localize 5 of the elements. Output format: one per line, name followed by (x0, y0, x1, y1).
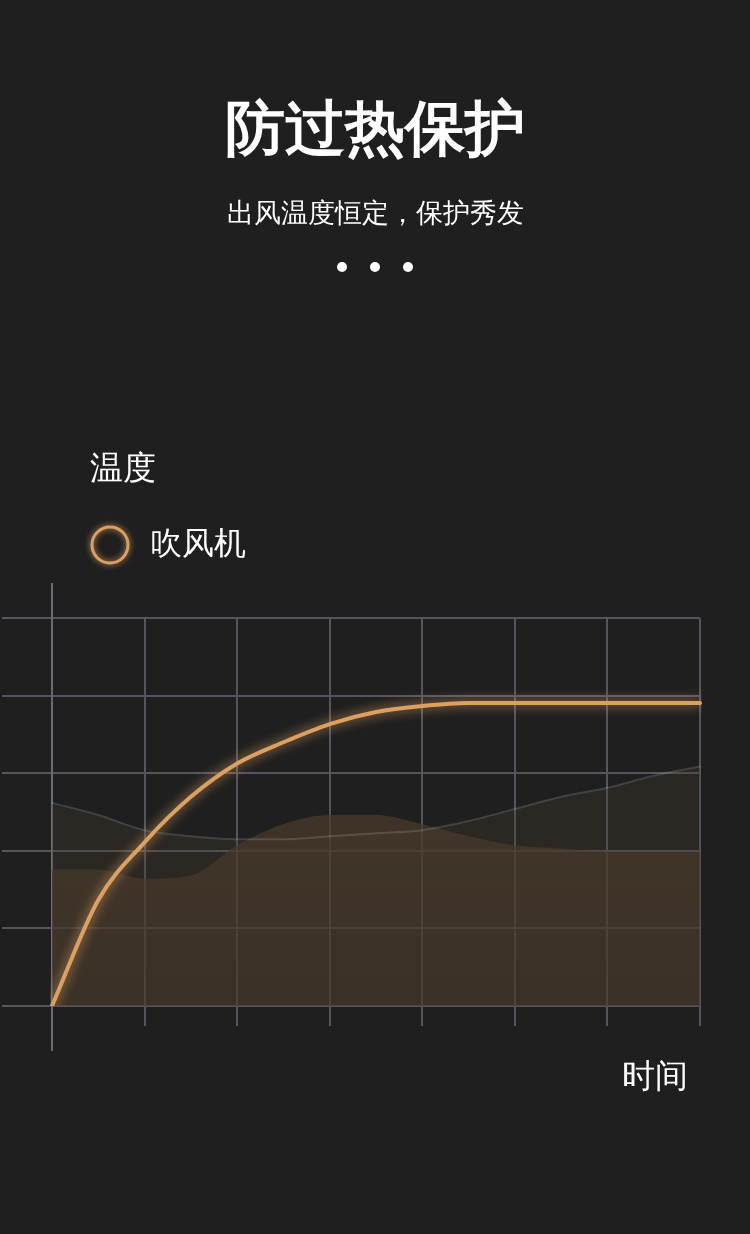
chart-subtitle: 出风温度恒定，保护秀发 (225, 196, 525, 230)
legend-label: 吹风机 (150, 524, 246, 563)
x-axis-title: 时间 (622, 1055, 688, 1095)
chart-title: 防过热保护 (224, 93, 526, 163)
text: 温度 (90, 447, 156, 487)
